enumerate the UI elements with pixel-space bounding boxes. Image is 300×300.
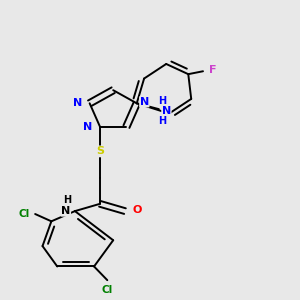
Text: H: H <box>64 195 72 205</box>
Text: O: O <box>132 205 142 215</box>
Text: H: H <box>158 116 166 125</box>
Text: N: N <box>73 98 82 108</box>
Text: S: S <box>96 146 104 156</box>
Text: F: F <box>209 65 216 75</box>
Text: Cl: Cl <box>18 209 29 219</box>
Text: N: N <box>140 97 149 107</box>
Text: N: N <box>83 122 93 132</box>
Text: H: H <box>158 96 166 106</box>
Text: N: N <box>61 206 70 216</box>
Text: N: N <box>162 106 171 116</box>
Text: Cl: Cl <box>102 285 113 296</box>
